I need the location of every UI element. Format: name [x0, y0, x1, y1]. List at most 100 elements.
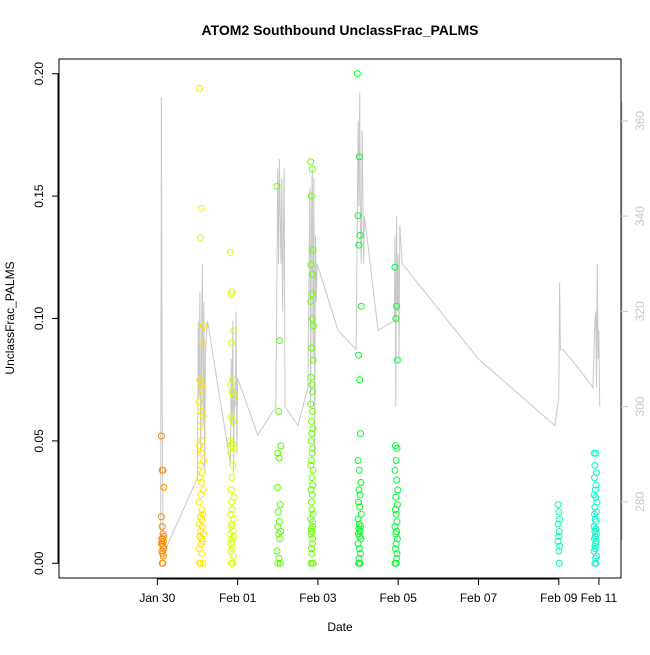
- data-point: [227, 540, 235, 548]
- right-y-tick-label: 360: [633, 111, 647, 131]
- data-point: [309, 425, 317, 433]
- data-point: [227, 486, 235, 494]
- data-point: [198, 204, 205, 212]
- x-axis-label: Date: [327, 620, 353, 634]
- data-point: [277, 442, 285, 450]
- data-point: [355, 498, 362, 506]
- data-point: [356, 559, 364, 567]
- data-point: [228, 559, 236, 567]
- x-tick-label: Feb 09: [540, 591, 578, 605]
- data-point: [554, 537, 562, 545]
- points-layer: [157, 70, 601, 567]
- data-point: [354, 212, 362, 220]
- x-tick-label: Feb 01: [219, 591, 257, 605]
- data-point: [309, 481, 317, 489]
- data-point: [198, 523, 206, 531]
- data-point: [309, 388, 317, 396]
- data-point: [554, 520, 562, 528]
- x-tick-label: Jan 30: [139, 591, 175, 605]
- data-point: [393, 535, 401, 543]
- data-point: [308, 381, 316, 389]
- data-point: [357, 479, 365, 486]
- data-point: [159, 559, 167, 567]
- y-tick-label: 0.15: [32, 184, 46, 208]
- data-point: [227, 381, 235, 389]
- data-point: [157, 513, 165, 521]
- data-point: [355, 241, 363, 249]
- data-point: [353, 70, 361, 78]
- x-tick-label: Feb 11: [581, 591, 618, 605]
- data-point: [308, 290, 316, 298]
- data-point: [229, 552, 237, 560]
- y-tick-label: 0.10: [32, 306, 46, 330]
- x-axis: Jan 30 Feb 01 Feb 03 Feb 05 Feb 07 Feb 09 Feb …: [139, 578, 617, 605]
- data-point: [276, 337, 284, 344]
- data-point: [309, 518, 317, 526]
- data-point: [355, 486, 363, 494]
- data-point: [157, 432, 165, 440]
- data-point: [308, 545, 315, 553]
- data-point: [591, 461, 599, 469]
- x-tick-label: Feb 05: [380, 591, 418, 605]
- data-point: [394, 486, 402, 494]
- data-point: [309, 444, 317, 452]
- data-point: [356, 231, 364, 239]
- data-point: [393, 554, 401, 562]
- data-point: [195, 398, 203, 406]
- data-point: [308, 165, 316, 173]
- data-point: [275, 518, 283, 526]
- data-point: [308, 449, 316, 457]
- data-point: [393, 550, 401, 557]
- data-point: [592, 537, 600, 545]
- data-point: [198, 506, 206, 513]
- data-point: [309, 535, 317, 543]
- data-point: [309, 466, 317, 474]
- data-point: [308, 559, 316, 567]
- x-tick-label: Feb 03: [299, 591, 337, 605]
- data-point: [227, 523, 235, 531]
- data-point: [200, 322, 207, 330]
- data-point: [199, 559, 207, 567]
- data-point: [391, 523, 399, 531]
- data-point: [555, 528, 563, 535]
- data-point: [554, 501, 562, 509]
- data-point: [592, 554, 600, 562]
- data-point: [199, 386, 207, 393]
- data-point: [591, 486, 599, 494]
- data-point: [228, 506, 236, 513]
- data-point: [555, 547, 563, 555]
- data-point: [198, 449, 205, 457]
- data-point: [391, 559, 399, 567]
- data-point: [196, 474, 204, 482]
- data-point: [592, 449, 600, 457]
- data-point: [391, 466, 399, 474]
- data-point: [275, 454, 283, 462]
- data-point: [392, 510, 400, 518]
- data-point: [591, 503, 599, 511]
- data-point: [229, 515, 237, 523]
- data-point: [228, 474, 236, 482]
- data-point: [356, 376, 364, 384]
- data-point: [357, 550, 364, 557]
- data-point: [228, 339, 236, 347]
- data-point: [591, 510, 598, 518]
- data-point: [307, 297, 315, 305]
- data-point: [273, 483, 281, 491]
- data-point: [307, 400, 315, 408]
- data-point: [308, 506, 316, 513]
- y-axis: 0.00 0.05 0.10 0.15 0.20: [32, 62, 59, 575]
- data-point: [276, 501, 284, 509]
- data-point: [308, 491, 316, 499]
- data-point: [199, 412, 207, 420]
- data-point: [226, 248, 234, 256]
- data-point: [197, 461, 205, 469]
- right-y-tick-label: 320: [633, 301, 647, 321]
- data-point: [356, 491, 364, 499]
- data-point: [197, 491, 205, 499]
- data-point: [158, 523, 166, 531]
- right-y-tick-label: 280: [633, 491, 647, 511]
- data-point: [310, 322, 317, 330]
- data-point: [229, 528, 237, 535]
- data-point: [198, 339, 206, 347]
